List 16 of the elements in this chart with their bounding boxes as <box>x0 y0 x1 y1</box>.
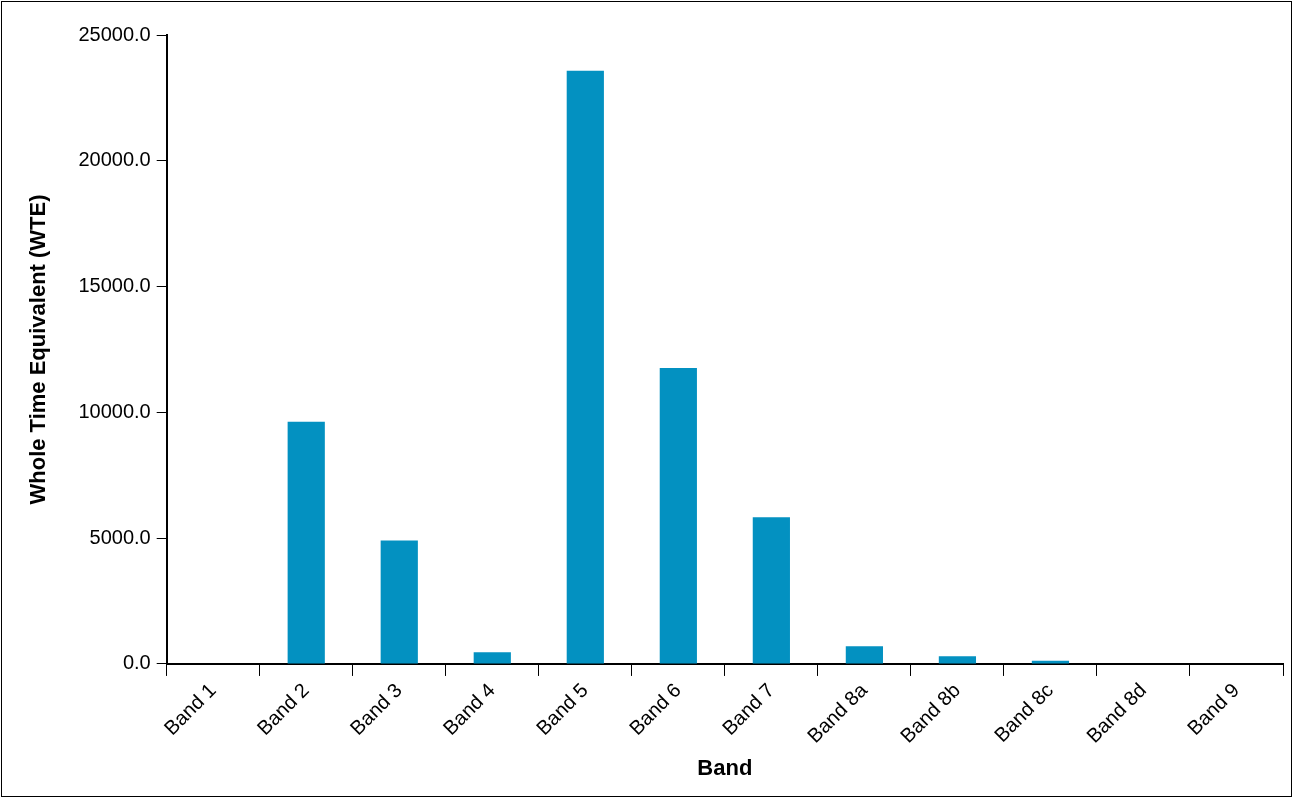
y-tick-label: 15000.0 <box>78 274 151 297</box>
bar <box>938 656 977 664</box>
x-axis-title: Band <box>697 754 753 780</box>
bar <box>659 368 697 664</box>
y-tick-label: 0.0 <box>122 651 151 674</box>
bar <box>287 421 325 664</box>
bar <box>845 646 883 664</box>
bar <box>380 540 418 664</box>
bar <box>473 652 511 664</box>
y-tick-label: 10000.0 <box>78 399 151 422</box>
bar <box>752 517 790 664</box>
y-tick-label: 25000.0 <box>78 22 151 45</box>
bar <box>566 70 604 664</box>
y-axis-title: Whole Time Equivalent (WTE) <box>25 194 51 505</box>
y-tick-label: 5000.0 <box>89 525 151 548</box>
y-tick-label: 20000.0 <box>78 148 151 171</box>
